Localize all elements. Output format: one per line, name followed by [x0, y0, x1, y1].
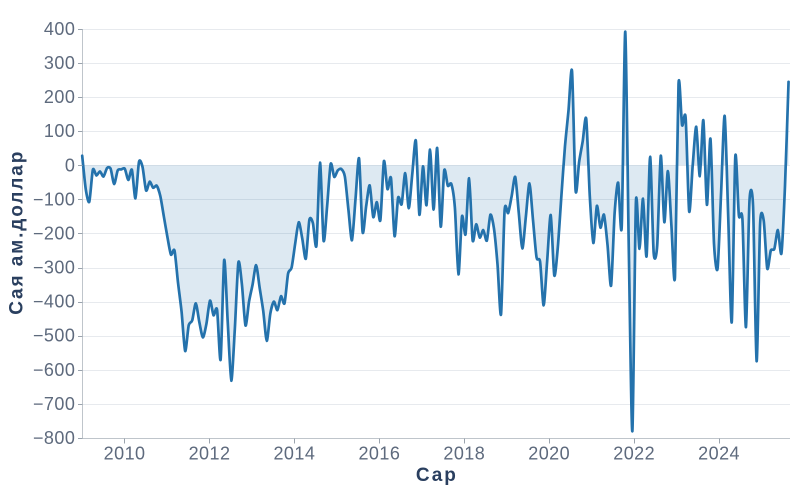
svg-text:200: 200 — [44, 87, 75, 107]
svg-text:2024: 2024 — [698, 443, 740, 463]
svg-text:−700: −700 — [33, 394, 75, 414]
svg-text:2010: 2010 — [104, 443, 146, 463]
svg-text:−500: −500 — [33, 326, 75, 346]
svg-text:−400: −400 — [33, 292, 75, 312]
svg-text:400: 400 — [44, 19, 75, 39]
svg-text:300: 300 — [44, 53, 75, 73]
svg-text:−100: −100 — [33, 189, 75, 209]
svg-text:2022: 2022 — [613, 443, 655, 463]
svg-text:−300: −300 — [33, 258, 75, 278]
svg-text:−200: −200 — [33, 223, 75, 243]
svg-text:−800: −800 — [33, 428, 75, 448]
svg-text:2012: 2012 — [189, 443, 231, 463]
svg-text:0: 0 — [65, 155, 75, 175]
svg-text:2018: 2018 — [443, 443, 485, 463]
svg-text:−600: −600 — [33, 360, 75, 380]
svg-text:2016: 2016 — [358, 443, 400, 463]
svg-text:100: 100 — [44, 121, 75, 141]
svg-text:Сая ам.доллар: Сая ам.доллар — [7, 150, 28, 315]
svg-text:2014: 2014 — [273, 443, 315, 463]
svg-text:2020: 2020 — [528, 443, 570, 463]
svg-text:Сар: Сар — [416, 465, 458, 486]
